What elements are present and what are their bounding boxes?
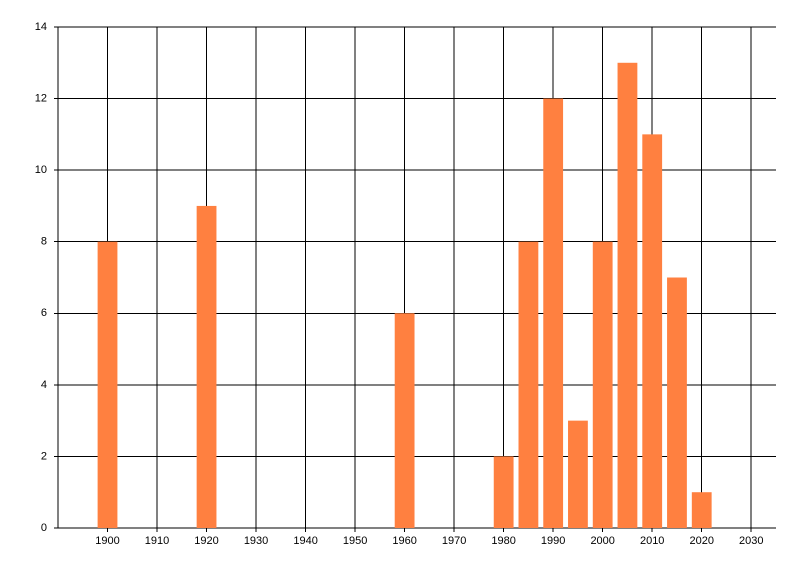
bar: [493, 456, 514, 528]
y-tick-label: 14: [35, 21, 47, 33]
bar: [568, 420, 588, 528]
x-tick-label: 1970: [442, 535, 466, 547]
y-tick-label: 6: [41, 307, 47, 319]
bar: [196, 205, 217, 528]
y-tick-label: 4: [41, 379, 47, 391]
y-tick-label: 0: [41, 522, 47, 534]
x-tick-label: 2030: [739, 535, 763, 547]
y-tick-label: 8: [41, 236, 47, 248]
bar: [592, 241, 613, 528]
y-tick-label: 2: [41, 450, 47, 462]
x-tick-label: 1950: [343, 535, 367, 547]
bar: [617, 62, 638, 529]
bar: [543, 98, 564, 529]
x-tick-label: 1960: [392, 535, 416, 547]
bar: [667, 277, 687, 528]
y-tick-label: 12: [35, 92, 47, 104]
x-tick-label: 1940: [293, 535, 317, 547]
bar: [642, 134, 663, 528]
x-tick-label: 1930: [244, 535, 268, 547]
x-tick-label: 2020: [689, 535, 713, 547]
x-tick-label: 1900: [95, 535, 119, 547]
x-tick-label: 1980: [491, 535, 515, 547]
bar: [691, 492, 712, 528]
x-tick-label: 1990: [541, 535, 565, 547]
bar: [97, 241, 118, 528]
bar: [394, 313, 415, 528]
bar: [518, 241, 539, 528]
x-tick-label: 1910: [145, 535, 169, 547]
x-tick-label: 2000: [590, 535, 614, 547]
y-tick-label: 10: [35, 164, 47, 176]
x-tick-label: 1920: [194, 535, 218, 547]
x-tick-label: 2010: [640, 535, 664, 547]
